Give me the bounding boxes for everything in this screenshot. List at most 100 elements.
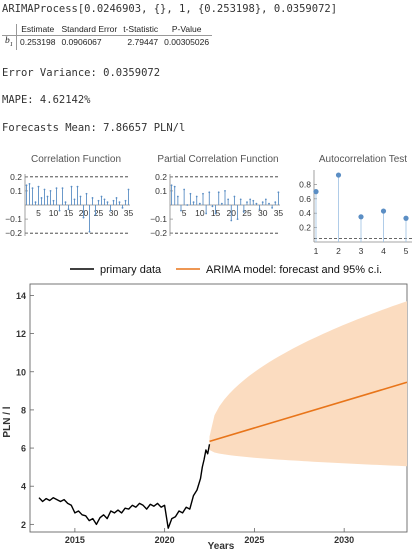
y-tick-label: 14 — [16, 291, 26, 301]
arima-process-line: ARIMAProcess[0.0246903, {}, 1, {0.253198… — [2, 3, 338, 15]
x-tick-label: 10 — [195, 208, 205, 218]
correlation-point — [220, 202, 223, 205]
correlation-point — [214, 212, 217, 215]
y-tick-label: 0.2 — [10, 172, 22, 182]
correlation-point — [186, 204, 189, 206]
table-corner — [2, 24, 17, 36]
correlation-point — [261, 201, 264, 204]
forecast-chart: primary data ARIMA model: forecast and 9… — [2, 264, 408, 550]
correlation-point — [205, 212, 208, 215]
correlation-point — [40, 197, 43, 199]
chart-title: Autocorrelation Test — [319, 154, 407, 165]
y-tick-label: −0.2 — [5, 228, 22, 238]
correlation-point — [189, 192, 192, 195]
correlation-point — [239, 198, 242, 201]
mape-line: MAPE: 4.62142% — [2, 94, 91, 106]
x-tick-label: 5 — [36, 208, 41, 218]
x-tick-label: 5 — [182, 208, 187, 218]
primary-data-line — [38, 444, 211, 529]
cell-t-statistic: 2.79447 — [127, 37, 159, 48]
correlation-point — [82, 216, 85, 219]
partial-correlation-function-chart: Partial Correlation Function 0.2 0.1 −0.1 −… — [150, 154, 284, 238]
chart-title: Partial Correlation Function — [157, 154, 278, 165]
y-tick-label: 0.6 — [299, 194, 311, 204]
correlation-point — [236, 218, 239, 220]
x-tick-label: 30 — [109, 208, 119, 218]
x-tick-label: 3 — [359, 246, 364, 256]
y-tick-label: 0.1 — [155, 186, 167, 196]
correlation-point — [85, 192, 88, 195]
correlation-point — [31, 187, 34, 189]
correlation-point — [97, 199, 100, 202]
correlation-point — [277, 191, 280, 194]
test-point — [335, 172, 342, 178]
correlation-point — [115, 197, 118, 199]
x-tick-label: 35 — [274, 208, 284, 218]
y-tick-label: 0.4 — [299, 208, 311, 218]
correlation-function-chart: Correlation Function 0.2 0.1 −0.1 −0.2 5 10 15… — [5, 154, 134, 238]
correlation-point — [227, 198, 230, 201]
correlation-point — [127, 188, 130, 191]
x-tick-label: 2015 — [65, 535, 85, 545]
y-tick-label: 12 — [16, 329, 26, 339]
correlation-point — [76, 185, 79, 188]
legend: primary data ARIMA model: forecast and 9… — [70, 264, 382, 276]
parameter-table: Estimate Standard Error t-Statistic P-Va… — [2, 24, 213, 50]
correlation-point — [118, 201, 121, 204]
forecasts-mean-line: Forecasts Mean: 7.86657 PLN/l — [2, 122, 186, 134]
correlation-point — [55, 187, 58, 189]
correlation-point — [170, 184, 173, 187]
x-tick-label: 2020 — [155, 535, 175, 545]
column-header-t-statistic: t-Statistic — [120, 24, 162, 36]
cell-estimate: 0.253198 — [20, 37, 56, 48]
x-tick-label: 15 — [64, 208, 74, 218]
correlation-point — [202, 192, 204, 195]
correlation-point — [52, 199, 55, 202]
correlation-point — [249, 198, 252, 201]
correlation-point — [268, 202, 270, 205]
y-axis-label: PLN / l — [2, 406, 13, 437]
y-tick-label: 0.8 — [299, 179, 311, 189]
forecast-line — [209, 381, 408, 443]
correlation-point — [37, 185, 40, 188]
test-point — [313, 189, 319, 195]
y-tick-label: −0.1 — [5, 214, 22, 224]
correlation-point — [258, 208, 261, 211]
x-tick-label: 4 — [381, 246, 386, 256]
test-point — [403, 215, 409, 221]
correlation-point — [242, 211, 245, 213]
correlation-point — [264, 198, 267, 201]
error-variance-line: Error Variance: 0.0359072 — [2, 67, 161, 79]
correlation-point — [211, 205, 214, 208]
correlation-point — [195, 195, 198, 198]
correlation-point — [46, 195, 49, 198]
correlation-point — [91, 197, 94, 199]
confidence-interval-band — [209, 301, 407, 467]
chart-title: Correlation Function — [31, 154, 121, 165]
x-tick-label: 25 — [242, 208, 252, 218]
correlation-point — [43, 188, 46, 191]
correlation-point — [198, 202, 201, 205]
correlation-point — [58, 209, 61, 212]
x-axis-label: Years — [208, 541, 235, 550]
column-header-estimate: Estimate — [16, 24, 59, 36]
x-tick-label: 5 — [404, 246, 409, 256]
correlation-point — [124, 199, 127, 202]
row-label-subscript: 1 — [9, 40, 13, 48]
x-tick-label: 35 — [124, 208, 134, 218]
column-header-p-value: P-Value — [161, 24, 213, 36]
correlation-point — [217, 191, 220, 194]
test-point — [358, 214, 364, 220]
x-tick-label: 2 — [336, 246, 341, 256]
correlation-point — [61, 187, 64, 189]
correlation-point — [255, 202, 258, 205]
correlation-point — [192, 201, 195, 204]
correlation-point — [121, 206, 124, 209]
y-tick-label: 10 — [16, 367, 26, 377]
correlation-point — [67, 208, 70, 211]
correlation-point — [274, 201, 277, 204]
correlation-point — [34, 201, 37, 204]
correlation-point — [224, 190, 226, 192]
correlation-point — [73, 198, 76, 201]
correlation-point — [230, 219, 233, 222]
